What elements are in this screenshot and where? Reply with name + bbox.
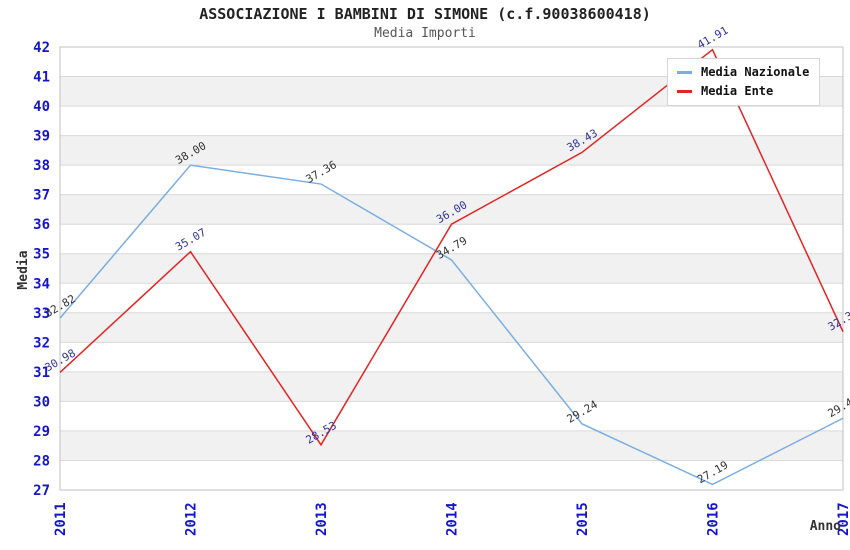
grid-band: [60, 165, 843, 195]
y-tick-label: 41: [33, 70, 50, 86]
y-tick-label: 30: [33, 394, 50, 410]
y-tick-label: 39: [33, 129, 50, 145]
chart-subtitle: Media Importi: [374, 26, 476, 41]
y-tick-label: 33: [33, 306, 50, 322]
series-line-1: [59, 48, 844, 447]
grid-band: [60, 135, 843, 166]
x-tick-label: 2016: [706, 502, 722, 536]
grid-band: [60, 106, 843, 136]
series-line-0: [59, 164, 844, 486]
x-tick-label: 2015: [575, 502, 591, 536]
legend-label-media-nazionale: Media Nazionale: [701, 65, 810, 79]
x-tick-label: 2013: [314, 502, 330, 536]
y-tick-label: 34: [33, 276, 50, 292]
grid-band: [60, 342, 843, 372]
legend-marker-media-ente-icon: [677, 89, 692, 93]
y-tick-label: 38: [33, 158, 50, 174]
grid-band: [60, 371, 843, 402]
y-tick-label: 29: [33, 424, 50, 440]
grid-band: [60, 430, 843, 461]
grid-band: [60, 312, 843, 343]
y-tick-label: 42: [33, 40, 50, 56]
x-tick-label: 2014: [445, 502, 461, 536]
x-tick-label: 2017: [836, 502, 850, 536]
y-tick-label: 31: [33, 365, 50, 381]
x-axis-title: Anno: [810, 519, 841, 534]
grid-band: [60, 401, 843, 431]
chart-title: ASSOCIAZIONE I BAMBINI DI SIMONE (c.f.90…: [199, 5, 651, 23]
y-axis-title: Media: [16, 250, 31, 289]
legend-item-media-ente: Media Ente: [677, 84, 809, 98]
grid-band: [60, 224, 843, 254]
y-tick-label: 37: [33, 188, 50, 204]
y-tick-label: 40: [33, 99, 50, 115]
legend-marker-media-nazionale-icon: [677, 70, 692, 74]
grid-band: [60, 283, 843, 313]
x-tick-label: 2012: [184, 502, 200, 536]
y-tick-label: 35: [33, 247, 50, 263]
legend-item-media-nazionale: Media Nazionale: [677, 65, 809, 79]
y-tick-label: 28: [33, 453, 50, 469]
legend-label-media-ente: Media Ente: [701, 84, 774, 98]
legend: Media Nazionale Media Ente: [667, 58, 821, 106]
y-tick-label: 27: [33, 483, 50, 499]
plot-border: [59, 46, 844, 491]
y-tick-label: 32: [33, 335, 50, 351]
grid-band: [60, 194, 843, 225]
x-tick-label: 2011: [53, 502, 69, 536]
y-tick-label: 36: [33, 217, 50, 233]
grid-band: [60, 253, 843, 284]
